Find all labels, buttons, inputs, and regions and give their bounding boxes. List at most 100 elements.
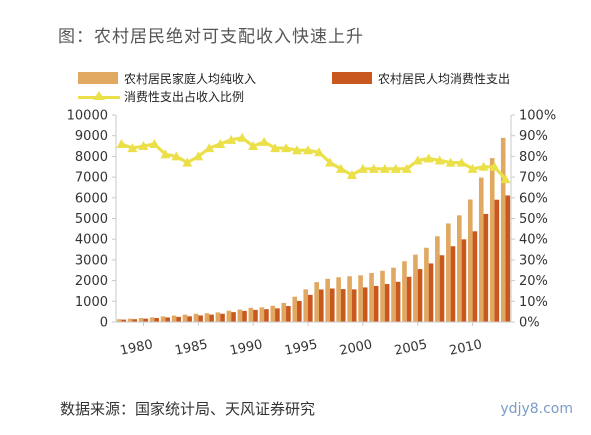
point-ratio: [313, 147, 324, 157]
bar-consumption: [121, 319, 127, 322]
source-note: 数据来源：国家统计局、天风证券研究: [60, 400, 316, 418]
bar-consumption: [494, 199, 500, 322]
bar-consumption: [286, 306, 291, 322]
point-ratio: [204, 143, 215, 153]
point-ratio: [116, 138, 127, 148]
bar-income: [281, 302, 287, 322]
y-left-tick-label: 4000: [75, 233, 108, 248]
bar-consumption: [132, 319, 138, 322]
bar-income: [413, 254, 418, 322]
x-tick-label: 1995: [283, 337, 318, 359]
bar-consumption: [351, 289, 357, 322]
bar-consumption: [297, 300, 302, 322]
point-ratio: [478, 161, 489, 171]
bar-consumption: [384, 284, 390, 322]
point-ratio: [259, 136, 270, 146]
legend-label-income: 农村居民家庭人均纯收入: [124, 72, 257, 86]
bar-consumption: [242, 310, 247, 322]
bar-income: [358, 275, 363, 322]
point-ratio: [401, 163, 412, 173]
bar-income: [303, 289, 309, 322]
point-ratio: [434, 155, 445, 165]
bar-income: [237, 309, 243, 322]
bar-consumption: [264, 309, 269, 322]
bar-consumption: [417, 269, 423, 322]
point-ratio: [281, 143, 292, 153]
point-ratio: [182, 157, 193, 167]
point-ratio: [346, 170, 357, 180]
legend-swatch-income: [78, 72, 118, 84]
y-right-tick-label: 100%: [519, 109, 556, 124]
bar-income: [127, 318, 133, 322]
point-ratio: [368, 163, 379, 173]
bar-consumption: [439, 255, 445, 322]
y-right-tick-label: 90%: [519, 129, 548, 144]
y-right-tick-label: 80%: [519, 150, 548, 165]
point-ratio: [138, 141, 149, 151]
bar-income: [325, 278, 330, 322]
legend-label-consumption: 农村居民人均消费性支出: [378, 72, 511, 86]
point-ratio: [467, 163, 478, 173]
bar-consumption: [428, 263, 434, 322]
bar-income: [160, 316, 166, 322]
bar-income: [149, 317, 155, 322]
bar-income: [347, 276, 352, 322]
bar-income: [138, 318, 144, 322]
y-right-tick-label: 70%: [519, 171, 548, 186]
bar-income: [369, 273, 374, 322]
point-ratio: [489, 161, 500, 171]
y-left-tick-label: 9000: [75, 129, 108, 144]
bar-income: [292, 296, 298, 322]
bar-income: [500, 137, 506, 322]
legend-swatch-consumption: [332, 72, 372, 84]
watermark: ydjy8.com: [500, 401, 573, 417]
bar-income: [457, 215, 462, 322]
y-right-tick-label: 10%: [519, 295, 548, 310]
bar-consumption: [308, 294, 313, 322]
y-right-tick-label: 0%: [519, 316, 540, 331]
x-tick-label: 1985: [174, 337, 209, 359]
bar-income: [380, 270, 385, 322]
bar-consumption: [450, 246, 456, 322]
x-tick-label: 2010: [448, 337, 483, 359]
bar-income: [193, 313, 199, 322]
bar-income: [226, 310, 232, 322]
bar-consumption: [176, 316, 181, 322]
point-ratio: [127, 143, 138, 153]
bar-income: [424, 247, 429, 322]
bar-consumption: [362, 287, 368, 322]
y-right-tick-label: 30%: [519, 253, 548, 268]
y-left-tick-label: 0: [100, 316, 108, 331]
bar-income: [478, 177, 484, 322]
y-right-tick-label: 60%: [519, 191, 548, 206]
bar-income: [467, 199, 473, 322]
point-ratio: [390, 163, 401, 173]
y-right-tick-label: 50%: [519, 212, 548, 227]
bar-income: [489, 158, 495, 322]
bar-income: [391, 267, 396, 322]
bar-income: [336, 277, 341, 322]
point-ratio: [160, 149, 171, 159]
bar-consumption: [329, 288, 335, 322]
point-ratio: [215, 138, 226, 148]
bar-income: [182, 314, 188, 322]
y-right-tick-label: 20%: [519, 274, 548, 289]
bar-consumption: [406, 276, 412, 322]
point-ratio: [303, 145, 314, 155]
point-ratio: [445, 157, 456, 167]
point-ratio: [237, 132, 248, 142]
bar-consumption: [483, 213, 489, 322]
bar-consumption: [165, 317, 170, 322]
chart-title: 图：农村居民绝对可支配收入快速上升: [58, 27, 364, 47]
point-ratio: [193, 151, 204, 161]
bar-income: [259, 307, 265, 322]
point-ratio: [500, 174, 511, 184]
bar-income: [314, 282, 319, 322]
y-left-tick-label: 1000: [75, 295, 108, 310]
y-left-tick-label: 3000: [75, 253, 108, 268]
bar-consumption: [395, 281, 401, 322]
bar-income: [215, 312, 221, 322]
bar-income: [116, 319, 122, 322]
point-ratio: [324, 157, 335, 167]
y-left-tick-label: 6000: [75, 191, 108, 206]
